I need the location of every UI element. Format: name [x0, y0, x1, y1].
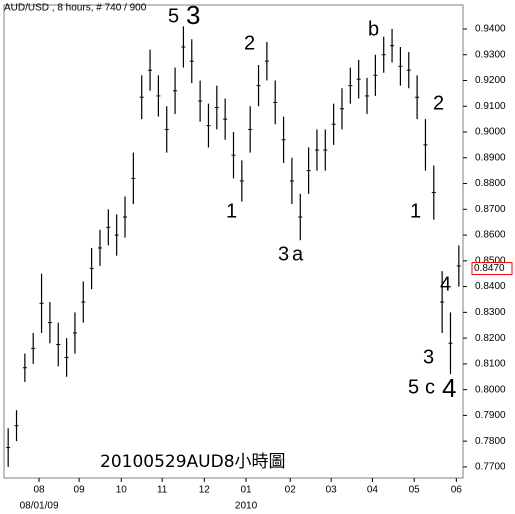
y-tick-label: 0.9100 — [475, 101, 506, 112]
y-tick-label: 0.8700 — [475, 204, 506, 215]
plot-frame — [3, 4, 464, 479]
x-tick-label: 11 — [157, 485, 168, 496]
y-tick-label: 0.8800 — [475, 178, 506, 189]
wave-label: c — [425, 376, 435, 398]
y-tick-label: 0.8900 — [475, 152, 506, 163]
wave-label: 3 — [423, 346, 434, 368]
x-tick-label: 10 — [116, 485, 128, 496]
y-tick-label: 0.8500 — [475, 255, 506, 266]
wave-label: 1 — [226, 200, 237, 222]
wave-label: a — [292, 243, 304, 265]
wave-label: 1 — [410, 200, 421, 222]
wave-label: 4 — [442, 373, 456, 403]
wave-label: 5 — [168, 5, 179, 27]
wave-label: 2 — [244, 32, 255, 54]
y-tick-label: 0.9200 — [475, 75, 506, 86]
x-tick-label: 06 — [451, 485, 463, 496]
y-tick-label: 0.9300 — [475, 49, 506, 60]
wave-label: b — [368, 18, 379, 40]
x-tick-label: 03 — [326, 485, 338, 496]
last-price-box — [471, 262, 513, 276]
x-tick-label: 04 — [367, 485, 379, 496]
x-tick-label: 09 — [74, 485, 86, 496]
x-tick-label: 05 — [409, 485, 421, 496]
y-tick-label: 0.8100 — [475, 359, 506, 370]
last-price-label: 0.8470 — [474, 263, 505, 274]
y-tick-label: 0.7700 — [475, 462, 506, 473]
x-tick-label: 08 — [33, 485, 45, 496]
wave-label: 5 — [408, 376, 419, 398]
y-tick-label: 0.8200 — [475, 333, 506, 344]
x-sublabel: 08/01/09 — [20, 501, 59, 512]
wave-label: 2 — [433, 92, 444, 114]
x-tick-label: 01 — [240, 485, 252, 496]
wave-label: 4 — [440, 273, 451, 295]
y-tick-label: 0.8000 — [475, 384, 506, 395]
y-tick-label: 0.8600 — [475, 230, 506, 241]
caption: 20100529AUD8小時圖 — [100, 452, 286, 472]
x-sublabel: 2010 — [235, 501, 258, 512]
chart-title: AUD/USD , 8 hours, # 740 / 900 — [4, 3, 147, 14]
y-tick-label: 0.9000 — [475, 127, 506, 138]
y-tick-label: 0.7800 — [475, 436, 506, 447]
y-tick-label: 0.8400 — [475, 281, 506, 292]
x-tick-label: 12 — [199, 485, 211, 496]
y-tick-label: 0.7900 — [475, 410, 506, 421]
y-tick-label: 0.9400 — [475, 24, 506, 35]
wave-label: 3 — [278, 243, 289, 265]
wave-label: 3 — [186, 0, 200, 30]
y-tick-label: 0.8300 — [475, 307, 506, 318]
x-tick-label: 02 — [285, 485, 297, 496]
